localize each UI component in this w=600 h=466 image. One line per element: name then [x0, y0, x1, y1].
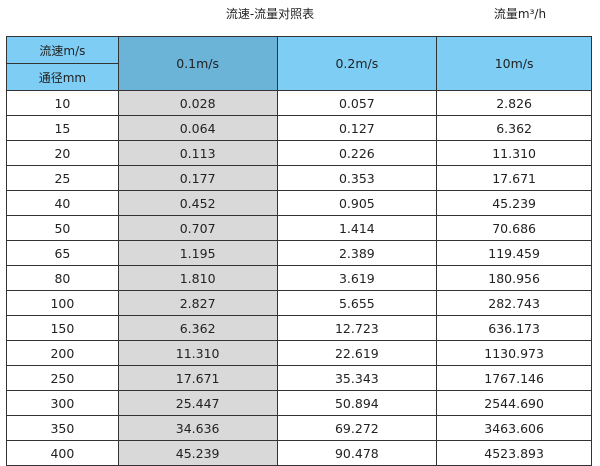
- table-row: 15 0.064 0.127 6.362: [6, 115, 592, 141]
- flow-cell: 25.447: [117, 390, 278, 416]
- flow-cell: 0.707: [117, 215, 278, 241]
- flow-cell: 2.826: [436, 90, 592, 116]
- flow-cell: 69.272: [276, 415, 438, 441]
- table-title: 流速-流量对照表: [225, 7, 315, 21]
- flow-cell: 0.028: [117, 90, 278, 116]
- flow-cell: 0.452: [117, 190, 278, 216]
- table-row: 200 11.310 22.619 1130.973: [6, 340, 592, 366]
- flow-cell: 2.827: [117, 290, 278, 316]
- flow-cell: 0.905: [276, 190, 438, 216]
- flow-cell: 22.619: [276, 340, 438, 366]
- flow-cell: 12.723: [276, 315, 438, 341]
- flow-cell: 0.226: [276, 140, 438, 166]
- flow-cell: 1.195: [117, 240, 278, 266]
- diameter-cell: 350: [6, 415, 119, 441]
- flow-cell: 2544.690: [436, 390, 592, 416]
- diameter-cell: 15: [6, 115, 119, 141]
- flow-cell: 11.310: [117, 340, 278, 366]
- flow-cell: 0.057: [276, 90, 438, 116]
- column-header: 10m/s: [436, 36, 592, 91]
- flow-cell: 1.810: [117, 265, 278, 291]
- flow-cell: 636.173: [436, 315, 592, 341]
- flow-cell: 3463.606: [436, 415, 592, 441]
- table-body: 10 0.028 0.057 2.826 15 0.064 0.127 6.362 20 0.11…: [6, 90, 592, 466]
- unit-label: 流量m³/h: [493, 7, 547, 21]
- flow-cell: 5.655: [276, 290, 438, 316]
- flow-cell: 17.671: [117, 365, 278, 391]
- table-row: 40 0.452 0.905 45.239: [6, 190, 592, 216]
- table-row: 300 25.447 50.894 2544.690: [6, 390, 592, 416]
- diameter-cell: 150: [6, 315, 119, 341]
- column-header: 0.1m/s: [117, 36, 278, 91]
- flow-cell: 0.127: [276, 115, 438, 141]
- flow-cell: 119.459: [436, 240, 592, 266]
- table-row: 20 0.113 0.226 11.310: [6, 140, 592, 166]
- table-row: 350 34.636 69.272 3463.606: [6, 415, 592, 441]
- table-row: 150 6.362 12.723 636.173: [6, 315, 592, 341]
- flow-cell: 3.619: [276, 265, 438, 291]
- diameter-cell: 20: [6, 140, 119, 166]
- flow-cell: 70.686: [436, 215, 592, 241]
- flow-cell: 1130.973: [436, 340, 592, 366]
- flow-cell: 50.894: [276, 390, 438, 416]
- flow-cell: 0.113: [117, 140, 278, 166]
- diameter-header: 通径mm: [6, 63, 119, 91]
- diameter-cell: 300: [6, 390, 119, 416]
- diameter-cell: 100: [6, 290, 119, 316]
- table-row: 65 1.195 2.389 119.459: [6, 240, 592, 266]
- diameter-cell: 65: [6, 240, 119, 266]
- flow-cell: 1767.146: [436, 365, 592, 391]
- column-header: 0.2m/s: [276, 36, 438, 91]
- flow-cell: 0.177: [117, 165, 278, 191]
- table-row: 100 2.827 5.655 282.743: [6, 290, 592, 316]
- flow-cell: 180.956: [436, 265, 592, 291]
- table-row: 250 17.671 35.343 1767.146: [6, 365, 592, 391]
- diameter-cell: 40: [6, 190, 119, 216]
- flow-cell: 0.353: [276, 165, 438, 191]
- flow-cell: 90.478: [276, 440, 438, 466]
- flow-cell: 45.239: [117, 440, 278, 466]
- table-row: 10 0.028 0.057 2.826: [6, 90, 592, 116]
- table-row: 80 1.810 3.619 180.956: [6, 265, 592, 291]
- flow-cell: 6.362: [436, 115, 592, 141]
- diameter-cell: 250: [6, 365, 119, 391]
- velocity-header: 流速m/s: [6, 36, 119, 64]
- flow-cell: 35.343: [276, 365, 438, 391]
- table-row: 50 0.707 1.414 70.686: [6, 215, 592, 241]
- diameter-cell: 25: [6, 165, 119, 191]
- flow-cell: 1.414: [276, 215, 438, 241]
- flow-cell: 6.362: [117, 315, 278, 341]
- diameter-cell: 400: [6, 440, 119, 466]
- diameter-cell: 200: [6, 340, 119, 366]
- flow-cell: 4523.893: [436, 440, 592, 466]
- flow-cell: 0.064: [117, 115, 278, 141]
- diameter-cell: 10: [6, 90, 119, 116]
- table-row: 400 45.239 90.478 4523.893: [6, 440, 592, 466]
- flow-cell: 11.310: [436, 140, 592, 166]
- table-row: 25 0.177 0.353 17.671: [6, 165, 592, 191]
- flow-cell: 282.743: [436, 290, 592, 316]
- diameter-cell: 50: [6, 215, 119, 241]
- diameter-cell: 80: [6, 265, 119, 291]
- flow-cell: 45.239: [436, 190, 592, 216]
- flow-cell: 2.389: [276, 240, 438, 266]
- flow-rate-table: 流速m/s 0.1m/s 0.2m/s 10m/s 通径mm 10 0.028 0.…: [6, 36, 592, 466]
- flow-cell: 34.636: [117, 415, 278, 441]
- flow-cell: 17.671: [436, 165, 592, 191]
